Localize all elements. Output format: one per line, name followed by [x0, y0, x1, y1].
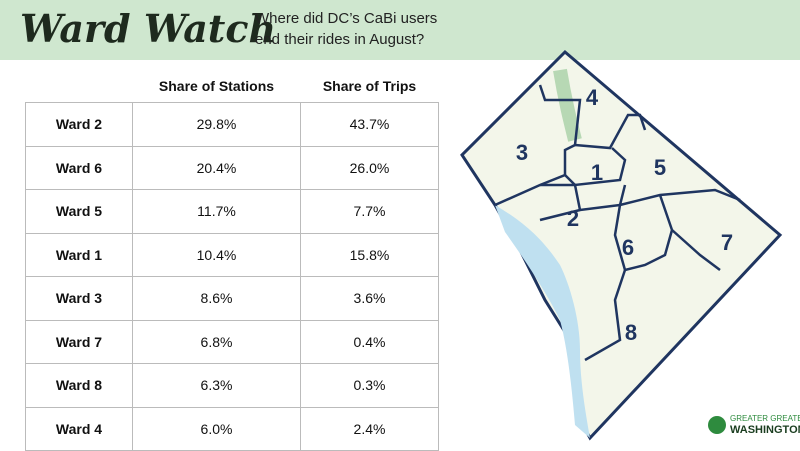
cell: 15.8%: [300, 232, 439, 277]
cell: 6.0%: [132, 406, 301, 451]
ward-label: 3: [516, 140, 528, 165]
table: Share of Stations Share of Trips Ward 2 29.…: [25, 70, 439, 451]
cell: 2.4%: [300, 406, 439, 451]
river: [495, 205, 590, 438]
logo-line1: GREATER GREATER: [730, 414, 800, 423]
cell: 6.3%: [132, 363, 301, 408]
ward-label: 4: [586, 85, 599, 110]
ward-labels: 4 3 1 5 2 6 7 8: [516, 85, 733, 345]
cell: 43.7%: [300, 102, 439, 147]
logo-line2: WASHINGTON: [730, 424, 800, 436]
cell: 8.6%: [132, 276, 301, 321]
ward-label: 8: [625, 320, 637, 345]
table-row: Ward 6 20.4% 26.0%: [25, 145, 439, 190]
table-row: Ward 7 6.8% 0.4%: [25, 319, 439, 364]
logo: GREATER GREATER WASHINGTON: [708, 414, 800, 436]
column-header: Share of Stations: [158, 78, 275, 94]
cell: 6.8%: [132, 319, 301, 364]
table-row: Ward 3 8.6% 3.6%: [25, 276, 439, 321]
ward-label: 2: [567, 206, 579, 231]
ward-borders: [494, 84, 741, 362]
ward-name: Ward 1: [25, 232, 133, 277]
cell: 10.4%: [132, 232, 301, 277]
table-row: Ward 1 10.4% 15.8%: [25, 232, 439, 277]
cell: 7.7%: [300, 189, 439, 234]
park: [553, 68, 582, 142]
header-row: Share of Stations Share of Trips: [26, 70, 439, 103]
ward-name: Ward 3: [25, 276, 133, 321]
ward-name: Ward 2: [25, 102, 133, 147]
cell: 3.6%: [300, 276, 439, 321]
ward-name: Ward 7: [25, 319, 133, 364]
ward-name: Ward 4: [25, 406, 133, 451]
cell: 0.3%: [300, 363, 439, 408]
column-header: Share of Trips: [322, 78, 417, 94]
table-row: Ward 2 29.8% 43.7%: [25, 102, 439, 147]
ward-name: Ward 6: [25, 145, 133, 190]
logo-icon: [708, 416, 726, 434]
cell: 11.7%: [132, 189, 301, 234]
subtitle: Where did DC’s CaBi users end their ride…: [255, 10, 438, 48]
cell: 0.4%: [300, 319, 439, 364]
cell: 26.0%: [300, 145, 439, 190]
ward-label: 5: [654, 155, 666, 180]
title: Ward Watch: [20, 6, 277, 51]
ward-name: Ward 8: [25, 363, 133, 408]
table-row: Ward 5 11.7% 7.7%: [25, 189, 439, 234]
column-header: [26, 70, 133, 103]
ward-label: 1: [591, 160, 603, 185]
cell: 20.4%: [132, 145, 301, 190]
header-band: [0, 0, 800, 60]
ward-name: Ward 5: [25, 189, 133, 234]
table-row: Ward 8 6.3% 0.3%: [25, 363, 439, 408]
ward-label: 7: [721, 230, 733, 255]
table-row: Ward 4 6.0% 2.4%: [25, 406, 439, 451]
cell: 29.8%: [132, 102, 301, 147]
ward-label: 6: [622, 235, 634, 260]
map: 4 3 1 5 2 6 7 8 GREATER GREATER WASHINGTON: [460, 49, 800, 441]
